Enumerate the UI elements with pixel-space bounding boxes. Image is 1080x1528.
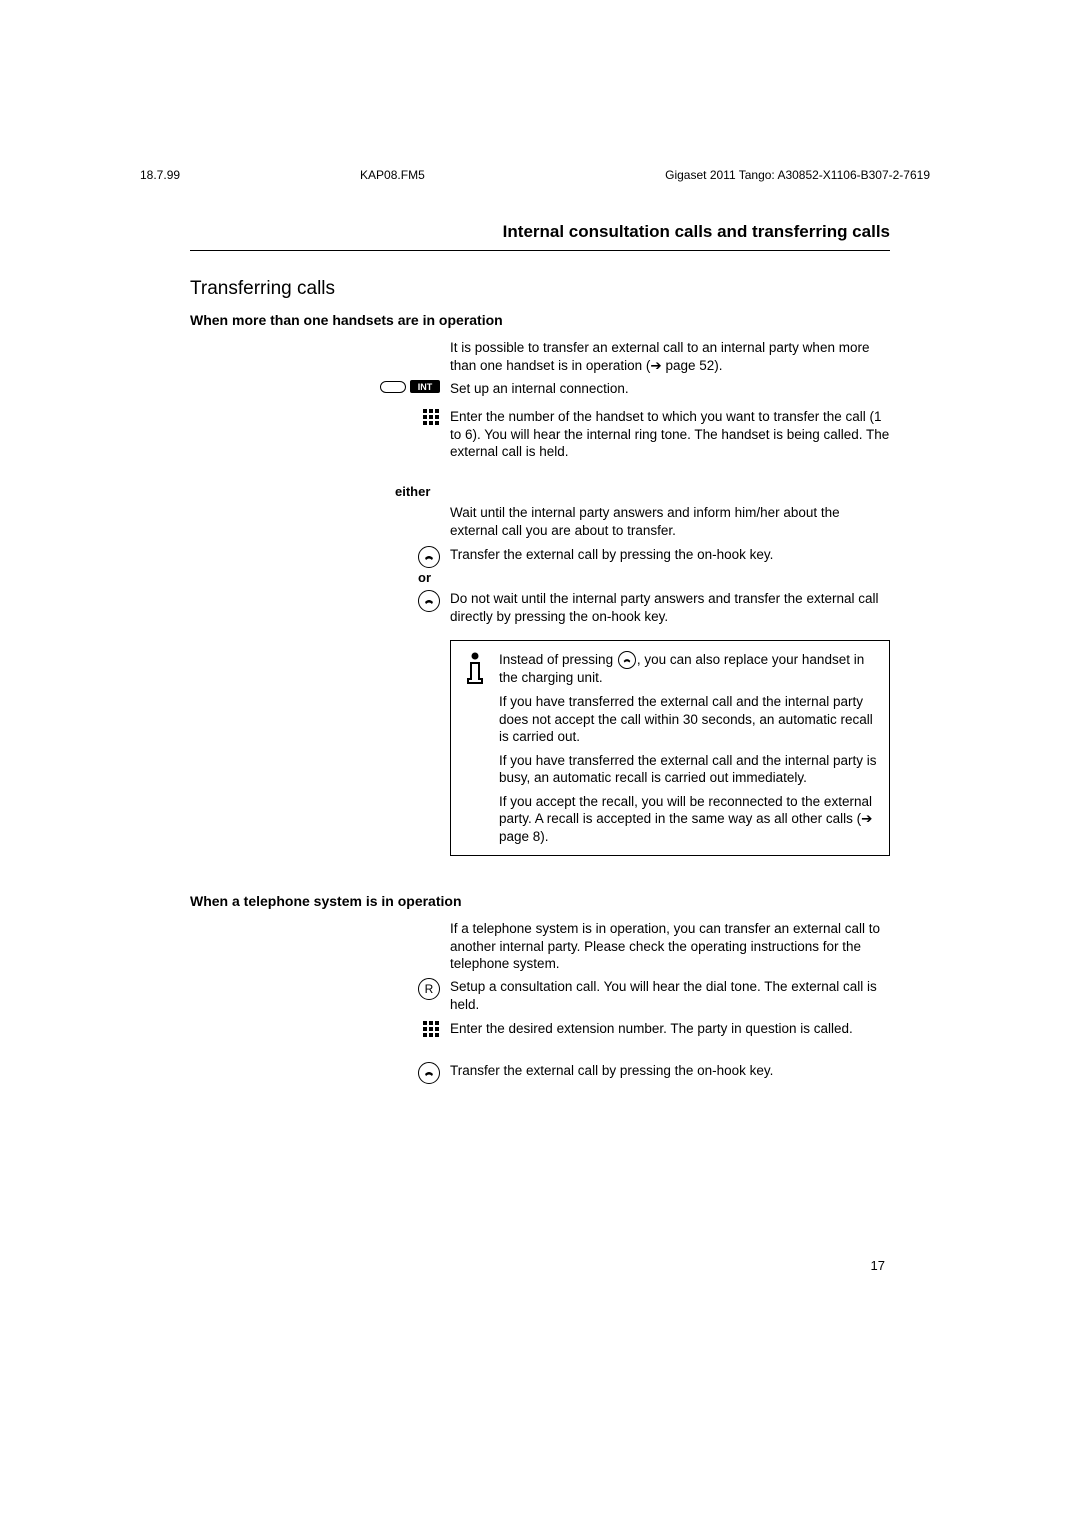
int-text: Set up an internal connection. <box>450 380 890 398</box>
transfer-text-1: Transfer the external call by pressing t… <box>450 546 890 564</box>
sub-heading-multi: When more than one handsets are in opera… <box>190 312 503 328</box>
ext-text: Enter the desired extension number. The … <box>450 1020 890 1038</box>
int-key-icon: INT <box>370 380 440 396</box>
section-title-row: Internal consultation calls and transfer… <box>190 222 890 251</box>
nowait-text: Do not wait until the internal party ans… <box>450 590 890 625</box>
onhook-inline-icon <box>618 651 636 669</box>
info-p4: If you accept the recall, you will be re… <box>499 793 877 846</box>
wait-text: Wait until the internal party answers an… <box>450 504 890 539</box>
either-label: either <box>395 484 430 499</box>
int-label: INT <box>410 380 440 393</box>
info-p2: If you have transferred the external cal… <box>499 693 877 746</box>
onhook-icon-2 <box>370 590 440 612</box>
info-p3: If you have transferred the external cal… <box>499 752 877 787</box>
page-number: 17 <box>871 1258 885 1273</box>
dial-text: Enter the number of the handset to which… <box>450 408 890 461</box>
section-title: Internal consultation calls and transfer… <box>190 222 890 242</box>
intro-text: It is possible to transfer an external c… <box>450 339 890 374</box>
header-doc: Gigaset 2011 Tango: A30852-X1106-B307-2-… <box>665 168 930 182</box>
header-row: 18.7.99 KAP08.FM5 Gigaset 2011 Tango: A3… <box>140 168 930 182</box>
r-text: Setup a consultation call. You will hear… <box>450 978 890 1013</box>
r-icon: R <box>418 978 440 1000</box>
header-file: KAP08.FM5 <box>360 168 425 182</box>
key-outline-icon <box>380 381 406 393</box>
onhook-icon-1 <box>370 546 440 568</box>
info-p1: Instead of pressing , you can also repla… <box>499 651 877 687</box>
sub-heading-system: When a telephone system is in operation <box>190 893 462 909</box>
info-box: Instead of pressing , you can also repla… <box>450 640 890 856</box>
info-p4b: page 8). <box>499 829 549 844</box>
main-heading: Transferring calls <box>190 278 335 300</box>
system-text: If a telephone system is in operation, y… <box>450 920 890 973</box>
transfer-text-2: Transfer the external call by pressing t… <box>450 1062 890 1080</box>
info-p4a: If you accept the recall, you will be re… <box>499 794 872 827</box>
intro-text-ref: page 52). <box>662 358 723 373</box>
or-label: or <box>418 570 431 585</box>
page: 18.7.99 KAP08.FM5 Gigaset 2011 Tango: A3… <box>0 0 1080 1528</box>
arrow-icon: ➔ <box>650 358 661 373</box>
keypad-icon <box>370 408 440 429</box>
keypad-icon-2 <box>370 1020 440 1041</box>
info-p1a: Instead of pressing <box>499 652 617 667</box>
arrow-icon-2: ➔ <box>861 811 872 826</box>
header-date: 18.7.99 <box>140 168 180 182</box>
onhook-icon-3 <box>370 1062 440 1084</box>
r-key-icon: R <box>370 978 440 1000</box>
info-icon <box>463 651 487 687</box>
